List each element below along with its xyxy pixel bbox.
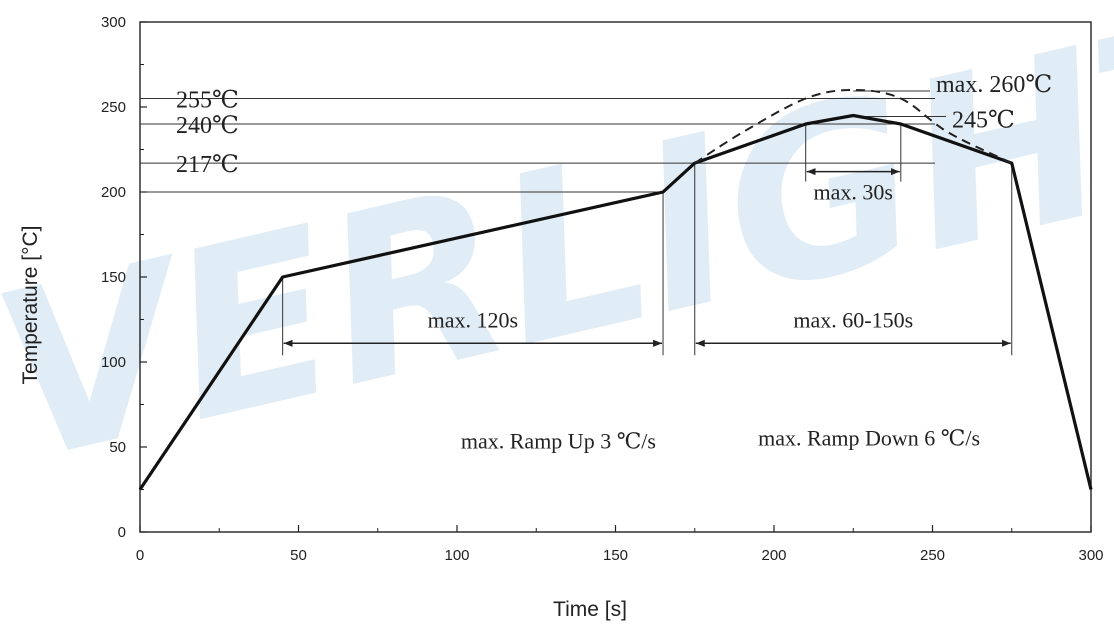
peak-label-0: max. 260℃ bbox=[936, 72, 1052, 98]
x-tick-label-4: 200 bbox=[761, 547, 786, 564]
reference-label-0: 255℃ bbox=[176, 88, 239, 114]
y-tick-label-2: 100 bbox=[101, 354, 126, 371]
reference-label-1: 240℃ bbox=[176, 113, 239, 139]
y-tick-label-4: 200 bbox=[101, 184, 126, 201]
y-axis-label: Temperature [°C] bbox=[19, 226, 42, 385]
span-label-0: max. 120s bbox=[428, 307, 518, 332]
x-tick-label-2: 100 bbox=[444, 547, 469, 564]
time-spans bbox=[282, 124, 1013, 356]
x-tick-label-5: 250 bbox=[920, 547, 945, 564]
ramp-annotation-1: max. Ramp Down 6 ℃/s bbox=[758, 425, 980, 450]
y-tick-label-0: 0 bbox=[118, 524, 126, 541]
temperature-profile bbox=[138, 88, 1093, 491]
x-axis-label: Time [s] bbox=[553, 598, 627, 621]
span-label-2: max. 30s bbox=[814, 180, 893, 205]
span-label-1: max. 60-150s bbox=[793, 307, 913, 332]
ramp-annotation-0: max. Ramp Up 3 ℃/s bbox=[461, 429, 656, 454]
axis-ticks: 0 50 100 150 200 250 300 0 50 100 150 200 250 300 bbox=[101, 14, 1104, 564]
y-tick-label-3: 150 bbox=[101, 269, 126, 286]
y-tick-label-5: 250 bbox=[101, 99, 126, 116]
x-tick-label-0: 0 bbox=[136, 547, 144, 564]
y-tick-label-6: 300 bbox=[101, 14, 126, 31]
peak-label-1: 245℃ bbox=[952, 108, 1015, 134]
x-tick-label-1: 50 bbox=[290, 547, 307, 564]
series-line-0 bbox=[138, 113, 1093, 491]
x-tick-label-3: 150 bbox=[603, 547, 628, 564]
reference-label-2: 217℃ bbox=[176, 152, 239, 178]
x-tick-label-6: 300 bbox=[1078, 547, 1103, 564]
y-tick-label-1: 50 bbox=[109, 439, 126, 456]
